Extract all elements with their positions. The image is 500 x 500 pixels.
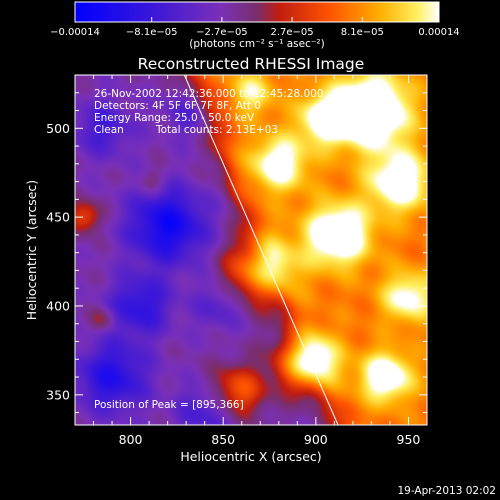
annotation-detectors: Detectors: 4F 5F 6F 7F 8F, Att 0 <box>94 100 261 112</box>
y-axis-label: Heliocentric Y (arcsec) <box>24 180 39 320</box>
x-tick-label: 900 <box>304 432 328 447</box>
annotation-time-range: 26-Nov-2002 12:42:36.000 to 12:45:28.000 <box>94 88 324 100</box>
x-tick-label: 850 <box>211 432 235 447</box>
x-tick-label: 800 <box>119 432 143 447</box>
y-tick-label: 450 <box>46 210 70 225</box>
colorbar-tick-label: −2.7e−05 <box>196 27 248 38</box>
colorbar-ticks: −0.00014 −8.1e−05 −2.7e−05 2.7e−05 8.1e−05 0.… <box>50 17 460 38</box>
colorbar-tick-label: −0.00014 <box>50 27 100 38</box>
annotation-peak: Position of Peak = [895,366] <box>94 399 244 411</box>
axis-ticks: 800 850 900 950 350 400 450 500 <box>46 74 428 447</box>
colorbar-label: (photons cm⁻² s⁻¹ asec⁻²) <box>189 38 324 50</box>
x-tick-label: 950 <box>397 432 421 447</box>
plot-frame <box>74 74 428 426</box>
colorbar-tick-label: −8.1e−05 <box>126 27 178 38</box>
y-tick-label: 350 <box>46 387 70 402</box>
chart-title: Reconstructed RHESSI Image <box>138 55 365 73</box>
annotation-energy: Energy Range: 25.0 - 50.0 keV <box>94 112 255 124</box>
colorbar <box>74 1 440 23</box>
y-tick-label: 400 <box>46 298 70 313</box>
colorbar-tick-label: 0.00014 <box>418 27 459 38</box>
x-axis-label: Heliocentric X (arcsec) <box>180 449 321 464</box>
footer-date: 19-Apr-2013 02:02 <box>397 485 496 497</box>
annotation-method: Clean <box>94 124 124 136</box>
y-tick-label: 500 <box>46 121 70 136</box>
colorbar-tick-label: 2.7e−05 <box>271 27 314 38</box>
solar-limb-line <box>183 75 339 425</box>
heatmap-image <box>75 75 427 425</box>
colorbar-tick-label: 8.1e−05 <box>341 27 384 38</box>
annotation-counts: Total counts: 2.13E+03 <box>155 124 278 136</box>
